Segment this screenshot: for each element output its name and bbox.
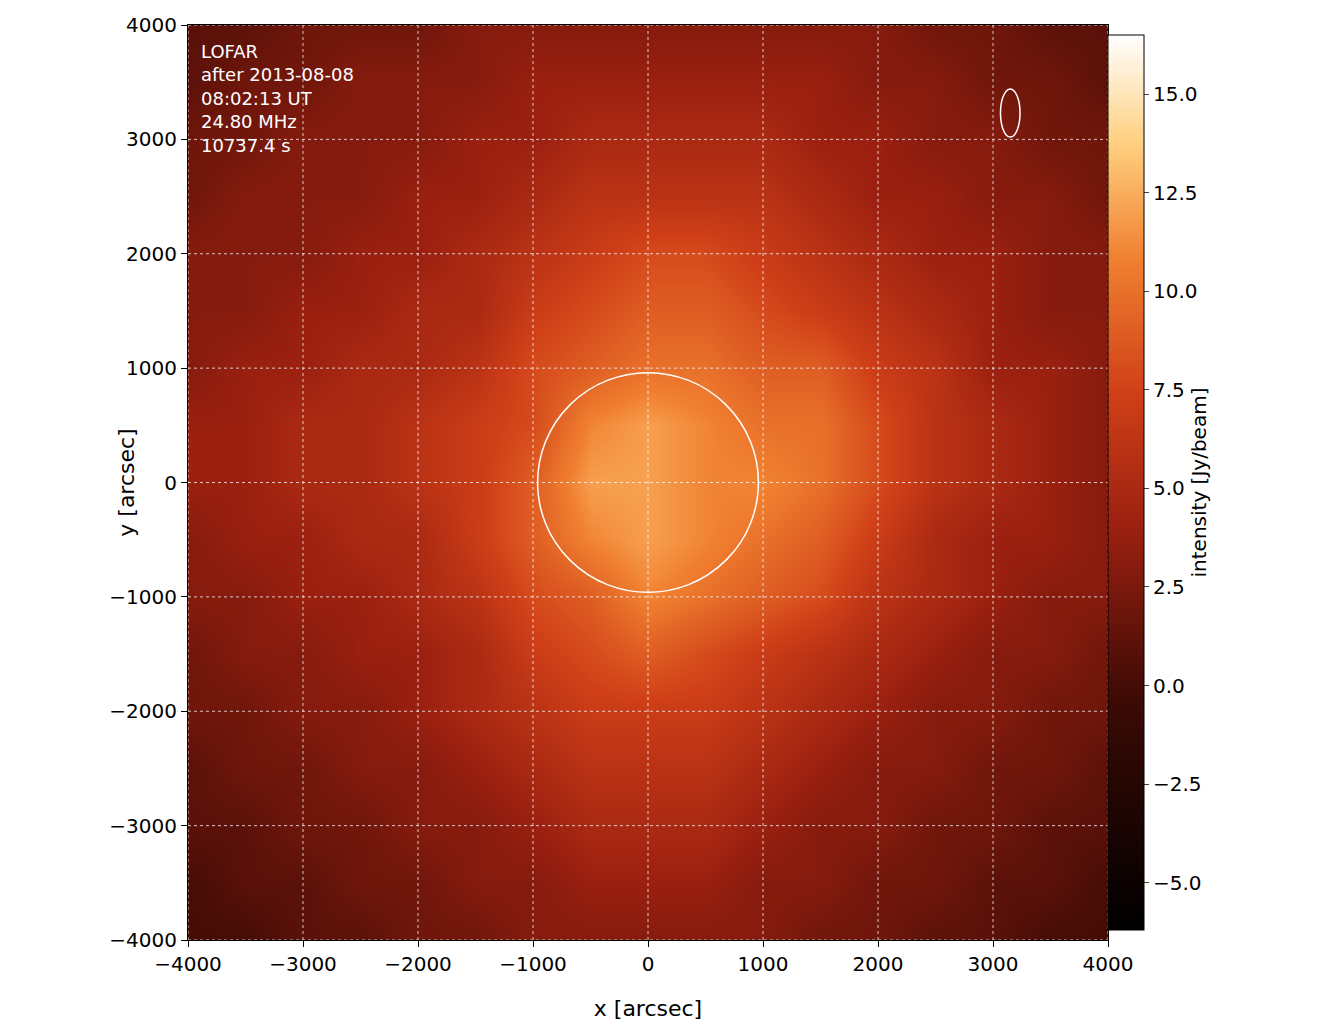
svg-text:−1000: −1000	[109, 585, 177, 609]
svg-text:0: 0	[642, 952, 655, 976]
svg-text:−4000: −4000	[154, 952, 222, 976]
svg-text:2.5: 2.5	[1153, 575, 1185, 599]
svg-text:5.0: 5.0	[1153, 476, 1185, 500]
svg-text:x [arcsec]: x [arcsec]	[594, 996, 702, 1021]
svg-text:2000: 2000	[126, 242, 177, 266]
svg-text:4000: 4000	[126, 13, 177, 37]
svg-text:−3000: −3000	[109, 814, 177, 838]
svg-text:15.0: 15.0	[1153, 82, 1198, 106]
svg-text:0.0: 0.0	[1153, 674, 1185, 698]
svg-text:−2.5: −2.5	[1153, 772, 1202, 796]
svg-text:−2000: −2000	[384, 952, 452, 976]
svg-text:7.5: 7.5	[1153, 378, 1185, 402]
svg-text:y [arcsec]: y [arcsec]	[114, 428, 139, 536]
svg-text:3000: 3000	[968, 952, 1019, 976]
svg-text:−2000: −2000	[109, 699, 177, 723]
svg-text:−1000: −1000	[499, 952, 567, 976]
svg-text:−5.0: −5.0	[1153, 871, 1202, 895]
svg-text:2000: 2000	[853, 952, 904, 976]
svg-text:LOFARafter 2013-08-0808:02:13: LOFARafter 2013-08-0808:02:13 UT24.80 MH…	[201, 41, 354, 156]
svg-text:3000: 3000	[126, 127, 177, 151]
svg-text:1000: 1000	[126, 356, 177, 380]
svg-text:−4000: −4000	[109, 928, 177, 952]
svg-text:−3000: −3000	[269, 952, 337, 976]
svg-text:4000: 4000	[1083, 952, 1134, 976]
svg-text:12.5: 12.5	[1153, 181, 1198, 205]
svg-text:1000: 1000	[738, 952, 789, 976]
svg-text:0: 0	[164, 471, 177, 495]
svg-text:10.0: 10.0	[1153, 279, 1198, 303]
svg-text:intensity [Jy/beam]: intensity [Jy/beam]	[1187, 388, 1211, 578]
